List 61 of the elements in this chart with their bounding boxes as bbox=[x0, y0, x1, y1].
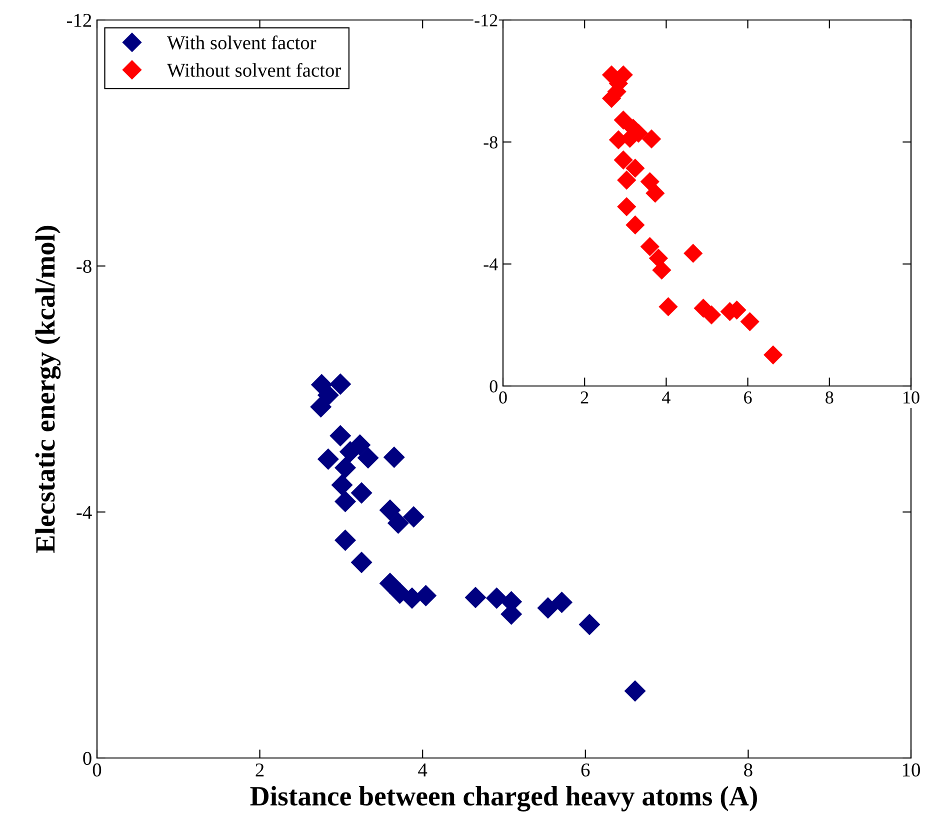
point bbox=[350, 482, 372, 504]
point bbox=[642, 129, 662, 149]
point bbox=[740, 312, 760, 332]
x-tick-label: 4 bbox=[418, 764, 428, 776]
y-tick-label: -8 bbox=[76, 260, 92, 273]
legend-label: With solvent factor bbox=[167, 35, 316, 50]
point bbox=[317, 448, 339, 470]
point bbox=[330, 424, 352, 446]
point bbox=[387, 512, 409, 534]
point bbox=[357, 447, 379, 469]
y-tick-label: 0 bbox=[490, 380, 498, 392]
point bbox=[640, 172, 660, 192]
x-tick-label: 4 bbox=[662, 392, 670, 404]
point bbox=[310, 396, 332, 418]
y-tick-label: -12 bbox=[66, 14, 92, 27]
x-tick-label: 8 bbox=[826, 391, 834, 404]
y-tick-label: -12 bbox=[474, 14, 498, 26]
point bbox=[334, 456, 356, 478]
point bbox=[379, 572, 401, 594]
point bbox=[684, 244, 703, 263]
point bbox=[330, 373, 352, 395]
y-tick-label: 0 bbox=[83, 752, 92, 765]
y-axis-title: Elecstatic energy (kcal/mol) bbox=[35, 226, 61, 553]
point bbox=[578, 614, 600, 636]
x-tick-label: 2 bbox=[580, 391, 588, 404]
point bbox=[626, 158, 645, 178]
point bbox=[464, 586, 486, 608]
point bbox=[379, 499, 401, 521]
x-tick-label: 8 bbox=[744, 763, 752, 777]
point bbox=[626, 215, 645, 235]
point bbox=[614, 150, 633, 170]
point bbox=[383, 446, 405, 468]
y-tick-label: -8 bbox=[484, 136, 498, 148]
point bbox=[640, 237, 660, 256]
point bbox=[614, 110, 633, 130]
point bbox=[617, 197, 636, 216]
x-tick-label: 2 bbox=[256, 763, 264, 776]
point bbox=[658, 297, 678, 316]
y-tick-label: -4 bbox=[76, 506, 92, 519]
x-tick-label: 0 bbox=[499, 391, 507, 404]
x-tick-label: 10 bbox=[904, 391, 920, 404]
point bbox=[537, 597, 559, 619]
x-tick-label: 10 bbox=[902, 763, 920, 777]
point bbox=[646, 184, 665, 203]
point bbox=[624, 680, 646, 702]
x-tick-label: 6 bbox=[581, 763, 590, 777]
point bbox=[331, 474, 353, 496]
point bbox=[764, 345, 783, 364]
point bbox=[486, 587, 508, 609]
point bbox=[350, 552, 372, 574]
x-tick-label: 0 bbox=[92, 763, 102, 777]
point bbox=[334, 490, 356, 512]
point bbox=[334, 530, 356, 552]
legend-label: Without solvent factor bbox=[167, 62, 342, 77]
point bbox=[402, 506, 424, 528]
x-axis-title: Distance between charged heavy atoms (A) bbox=[250, 786, 757, 812]
point bbox=[652, 260, 672, 280]
y-tick-label: -4 bbox=[484, 258, 498, 270]
x-tick-label: 6 bbox=[744, 391, 752, 404]
point bbox=[551, 592, 573, 614]
point bbox=[617, 170, 636, 190]
